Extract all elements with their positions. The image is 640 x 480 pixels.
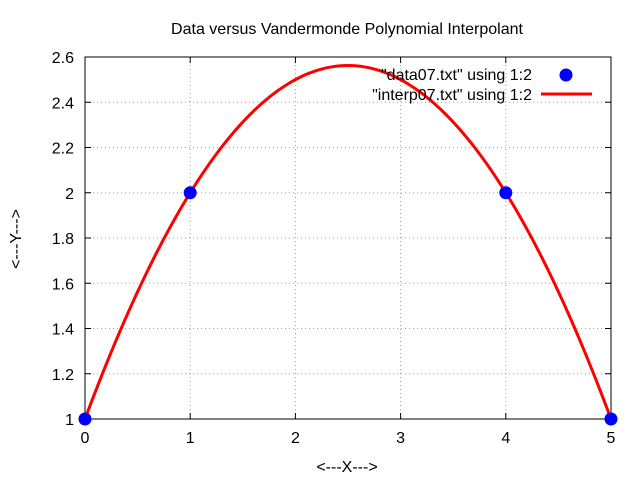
data-point	[78, 412, 92, 426]
interpolant-line	[83, 63, 613, 420]
legend-label-data: "data07.txt" using 1:2	[381, 67, 532, 84]
y-tick-label: 1	[65, 412, 74, 429]
y-tick-label: 2.6	[52, 50, 74, 67]
y-tick-label: 1.8	[52, 231, 74, 248]
y-axis-label: <---Y--->	[8, 209, 25, 269]
y-tick-label: 1.6	[52, 276, 74, 293]
x-tick-label: 0	[81, 430, 90, 447]
data-point	[499, 186, 513, 200]
tick-labels: 0 1 2 3 4 511.21.41.61.822.22.42.6	[52, 50, 616, 447]
data-point	[604, 412, 618, 426]
x-tick-label: 2	[291, 430, 300, 447]
legend-marker-data	[559, 68, 573, 82]
legend: "data07.txt" using 1:2 "interp07.txt" us…	[372, 67, 592, 104]
legend-label-interp: "interp07.txt" using 1:2	[372, 87, 532, 104]
x-tick-label: 4	[501, 430, 510, 447]
x-tick-label: 3	[396, 430, 405, 447]
data-point	[183, 186, 197, 200]
y-tick-label: 2.2	[52, 141, 74, 158]
y-tick-label: 2	[65, 186, 74, 203]
chart-title: Data versus Vandermonde Polynomial Inter…	[171, 21, 523, 38]
x-tick-label: 1	[186, 430, 195, 447]
x-tick-label: 5	[607, 430, 616, 447]
y-tick-label: 2.4	[52, 95, 74, 112]
x-axis-label: <---X--->	[316, 459, 377, 476]
grid	[85, 57, 611, 419]
series-layer	[78, 63, 618, 426]
y-tick-label: 1.2	[52, 367, 74, 384]
y-tick-label: 1.4	[52, 322, 74, 339]
